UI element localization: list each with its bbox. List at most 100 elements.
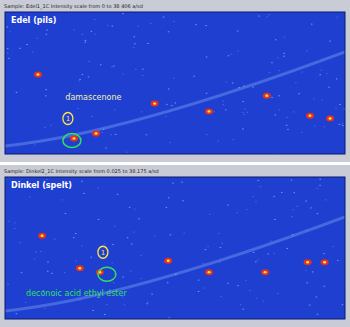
peak-core (329, 117, 332, 119)
noise (100, 64, 102, 65)
peak-body (205, 108, 213, 114)
noise (252, 87, 254, 88)
peak-core (36, 73, 39, 75)
noise (207, 246, 209, 247)
noise (279, 109, 281, 110)
peak-body (151, 101, 159, 107)
noise (205, 249, 207, 250)
noise (6, 27, 8, 28)
peak-body (164, 258, 172, 264)
noise (131, 244, 133, 245)
noise (82, 74, 84, 75)
noise (166, 104, 168, 105)
noise (175, 102, 177, 103)
peak-body (321, 259, 329, 265)
noise (172, 183, 174, 184)
noise (165, 116, 167, 117)
peak-core (208, 271, 211, 273)
noise (233, 139, 235, 140)
noise (218, 141, 220, 142)
noise (127, 237, 129, 238)
noise (98, 219, 100, 220)
peak-body (263, 93, 271, 99)
noise (218, 233, 220, 234)
subtitle: Sample: Edel1_1C Intensity scale from 0 … (4, 3, 143, 10)
peak (70, 135, 78, 141)
noise (324, 286, 326, 287)
noise (337, 17, 339, 18)
noise (168, 31, 170, 32)
noise (46, 30, 48, 31)
peak (92, 130, 100, 136)
noise (246, 209, 248, 210)
noise (166, 207, 168, 208)
noise (140, 255, 142, 256)
noise (206, 134, 208, 135)
noise (110, 134, 112, 135)
noise (83, 193, 85, 194)
noise (44, 308, 46, 309)
noise (286, 117, 288, 118)
noise (306, 50, 308, 51)
annotation: 1 (66, 115, 70, 123)
noise (141, 111, 143, 112)
noise (51, 273, 53, 274)
noise (291, 216, 293, 217)
plot-area (5, 12, 345, 154)
noise (220, 247, 222, 248)
noise (105, 148, 107, 149)
noise (284, 37, 286, 38)
noise (305, 270, 307, 271)
plot-content (5, 177, 345, 318)
noise (227, 283, 229, 284)
noise (46, 179, 48, 180)
noise (101, 132, 103, 133)
peak-body (70, 135, 78, 141)
root: Sample: Edel1_1C Intensity scale from 0 … (0, 0, 350, 327)
peak (304, 259, 312, 265)
noise (301, 72, 303, 73)
noise (140, 278, 142, 279)
noise (122, 13, 124, 14)
noise (271, 62, 273, 63)
noise (154, 236, 156, 237)
noise (147, 43, 149, 44)
noise (112, 262, 114, 263)
noise (249, 290, 251, 291)
noise (7, 48, 9, 49)
peak (205, 269, 213, 275)
noise (225, 81, 227, 82)
peak-core (264, 271, 267, 273)
annotation: 1 (101, 249, 105, 257)
noise (243, 114, 245, 115)
noise (206, 56, 208, 57)
noise (142, 69, 144, 70)
noise (236, 212, 238, 213)
noise (84, 42, 86, 43)
noise (138, 218, 140, 219)
noise (170, 142, 172, 143)
peak-core (78, 267, 81, 269)
noise (44, 127, 46, 128)
noise (104, 243, 106, 244)
noise (281, 192, 283, 193)
peak-core (167, 260, 170, 262)
noise (195, 24, 197, 25)
noise (257, 180, 259, 181)
noise (295, 82, 297, 83)
noise (75, 233, 77, 234)
noise (151, 294, 153, 295)
noise (122, 276, 124, 277)
peak-body (304, 259, 312, 265)
annotation: damascenone (65, 93, 121, 102)
noise (150, 23, 152, 24)
noise (270, 241, 272, 242)
noise (311, 24, 313, 25)
noise (342, 125, 344, 126)
noise (14, 228, 16, 229)
noise (46, 34, 48, 35)
noise (313, 99, 315, 100)
peak (261, 269, 269, 275)
noise (64, 272, 66, 273)
plot-frame (5, 12, 345, 154)
